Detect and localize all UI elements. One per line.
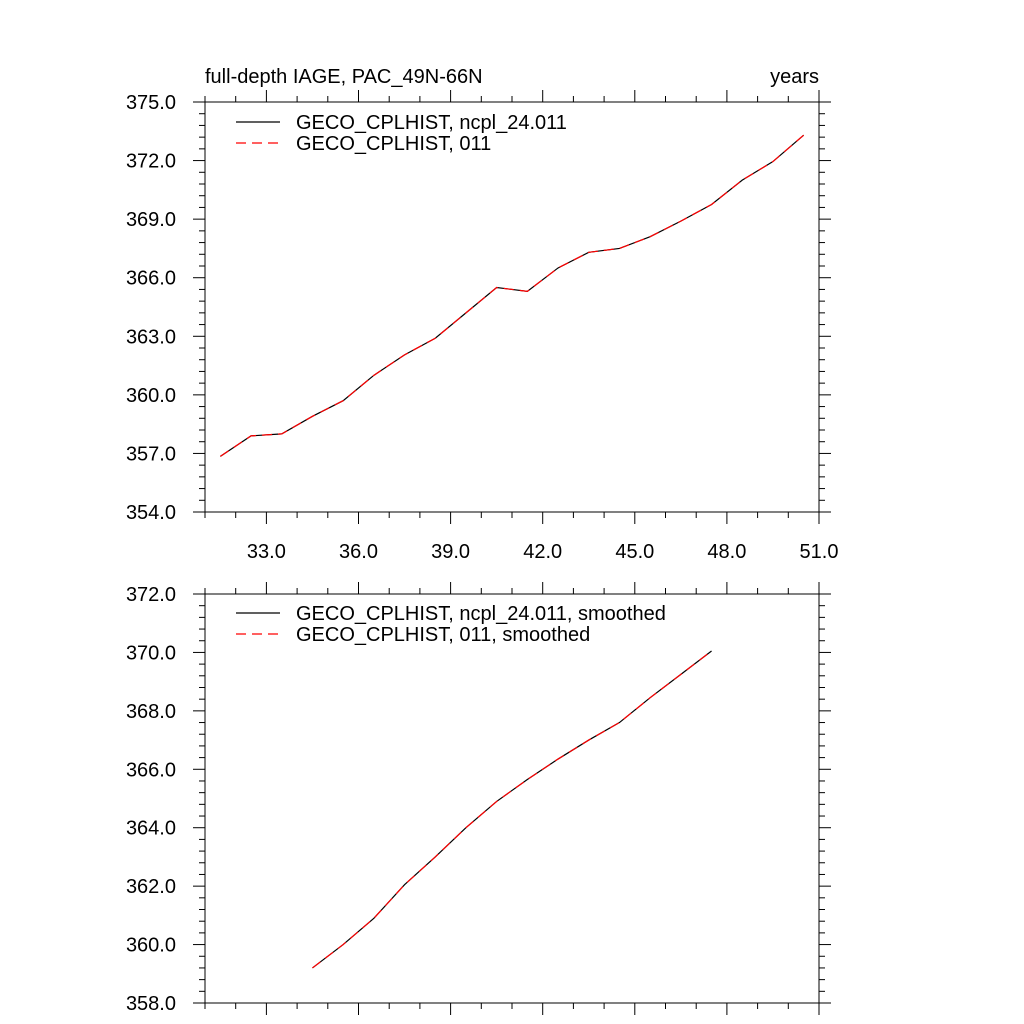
bottom-legend-label-1: GECO_CPLHIST, ncpl_24.011, smoothed — [296, 603, 666, 625]
top-x-tick-label: 39.0 — [431, 541, 470, 563]
bottom-y-tick-label: 368.0 — [126, 701, 176, 723]
top-x-tick-label: 36.0 — [339, 541, 378, 563]
top-x-tick-label: 48.0 — [707, 541, 746, 563]
bottom-y-tick-label: 364.0 — [126, 818, 176, 840]
top-chart-panel: full-depth IAGE, PAC_49N-66N years 33.0 3… — [126, 66, 839, 563]
top-chart-title: full-depth IAGE, PAC_49N-66N — [205, 66, 483, 88]
bottom-chart-panel: 358.0 360.0 362.0 364.0 366.0 368.0 370.0 372.0… — [126, 582, 831, 1015]
bottom-y-tick-label: 370.0 — [126, 642, 176, 664]
bottom-plot-frame — [204, 593, 820, 1004]
top-legend-label-2: GECO_CPLHIST, 011 — [296, 133, 491, 155]
top-y-tick-label: 363.0 — [126, 326, 176, 348]
bottom-y-tick-label: 358.0 — [126, 993, 176, 1015]
top-legend-label-1: GECO_CPLHIST, ncpl_24.011 — [296, 112, 567, 134]
bottom-legend-label-2: GECO_CPLHIST, 011, smoothed — [296, 624, 590, 646]
top-x-tick-label: 33.0 — [247, 541, 286, 563]
top-y-tick-label: 357.0 — [126, 443, 176, 465]
bottom-chart-plot-area: 358.0 360.0 362.0 364.0 366.0 368.0 370.0 372.0… — [126, 582, 831, 1015]
top-series-line-2 — [220, 134, 805, 457]
top-y-tick-label: 372.0 — [126, 151, 176, 173]
bottom-y-tick-label: 366.0 — [126, 759, 176, 781]
bottom-series-line-1 — [312, 650, 712, 969]
bottom-y-tick-label: 372.0 — [126, 584, 176, 606]
top-plot-frame — [204, 101, 820, 513]
top-y-tick-label: 360.0 — [126, 385, 176, 407]
top-y-tick-label: 354.0 — [126, 502, 176, 524]
top-x-tick-label: 45.0 — [615, 541, 654, 563]
top-series-line-1 — [220, 134, 805, 457]
top-x-tick-label: 51.0 — [800, 541, 839, 563]
bottom-y-tick-label: 360.0 — [126, 935, 176, 957]
bottom-y-tick-label: 362.0 — [126, 876, 176, 898]
top-chart-plot-area: 33.0 36.0 39.0 42.0 45.0 48.0 51.0 354.0 357.0 36… — [126, 90, 839, 563]
top-y-tick-label: 375.0 — [126, 92, 176, 114]
top-y-tick-label: 369.0 — [126, 209, 176, 231]
top-chart-units: years — [770, 66, 819, 88]
top-y-tick-label: 366.0 — [126, 268, 176, 290]
bottom-series-line-2 — [312, 650, 712, 969]
top-x-tick-label: 42.0 — [523, 541, 562, 563]
